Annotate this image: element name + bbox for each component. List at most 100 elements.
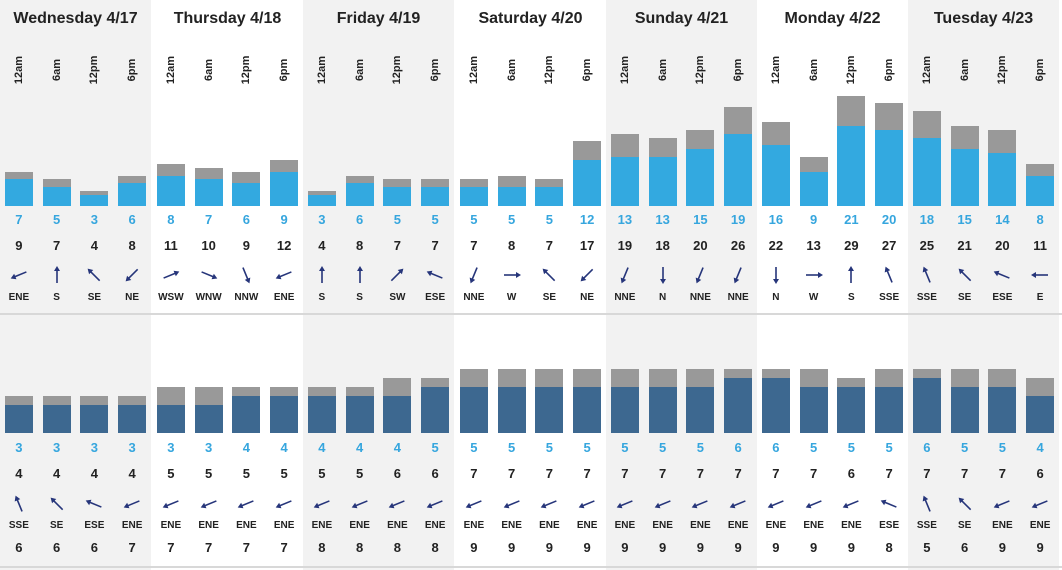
swell-period-value: 6 (15, 540, 23, 555)
wind-direction-label: SE (87, 292, 102, 303)
wind-gust-value: 9 (15, 238, 23, 253)
swell-period-value: 9 (696, 540, 704, 555)
swell-height-bar (875, 387, 904, 433)
swell-period-value: 7 (280, 540, 288, 555)
wind-arrow-icon (922, 266, 931, 283)
swell-arrow-icon (200, 500, 217, 509)
hour-label: 6am (47, 48, 67, 92)
swell-direction-label: ENE (273, 520, 295, 531)
wind-speed-bar (535, 187, 564, 206)
wind-direction-label: SE (957, 292, 972, 303)
wind-speed-bar (1026, 175, 1055, 206)
swell-period-value: 9 (998, 540, 1006, 555)
wind-arrow-icon (200, 271, 217, 280)
swell-direction-label: ENE (349, 520, 370, 531)
swell-max-value: 7 (659, 466, 667, 481)
wind-arrow-icon (659, 267, 666, 284)
wind-speed-value: 5 (545, 212, 553, 227)
wind-direction-label: WNW (195, 292, 222, 303)
hour-label-text: 12pm (845, 55, 858, 85)
wind-arrow-icon (163, 270, 180, 279)
wind-speed-bar (610, 156, 639, 206)
swell-arrow-icon (162, 500, 179, 509)
swell-direction-label: SE (957, 520, 972, 531)
wind-gust-value: 22 (768, 238, 784, 253)
swell-height-bar (724, 377, 753, 433)
swell-max-value: 7 (998, 466, 1006, 481)
swell-height-value: 5 (583, 440, 591, 455)
wind-speed-value: 21 (844, 212, 859, 227)
swell-arrow-icon (313, 500, 330, 509)
hour-label: 12am (312, 48, 332, 92)
hour-label: 6pm (879, 48, 899, 92)
wind-speed-value: 8 (167, 212, 175, 227)
swell-period-value: 8 (356, 540, 364, 555)
hour-label: 12am (9, 48, 29, 92)
swell-height-value: 3 (128, 440, 136, 455)
swell-period-value: 6 (90, 540, 98, 555)
swell-max-value: 7 (470, 466, 478, 481)
swell-direction-label: ENE (160, 520, 182, 531)
hour-label: 12pm (84, 48, 104, 92)
day-title: Friday 4/19 (336, 10, 421, 27)
swell-height-value: 5 (847, 440, 855, 455)
swell-height-value: 5 (696, 440, 704, 455)
section-divider (0, 313, 1062, 315)
swell-height-value: 4 (393, 440, 401, 455)
swell-arrow-icon (729, 500, 746, 509)
swell-direction-label: ENE (311, 520, 333, 531)
swell-direction-label: ENE (1029, 520, 1051, 531)
hour-label: 12pm (539, 48, 559, 92)
swell-max-value: 4 (128, 466, 136, 481)
wind-gust-value: 17 (579, 238, 595, 253)
wind-arrow-icon (318, 266, 325, 283)
swell-height-value: 5 (961, 440, 969, 455)
swell-max-value: 5 (242, 466, 250, 481)
wind-arrow-icon (503, 272, 521, 278)
hour-label: 6am (955, 48, 975, 92)
hour-label: 6am (502, 48, 522, 92)
wind-direction-label: SSE (916, 292, 937, 303)
swell-max-value: 5 (167, 466, 175, 481)
swell-height-bar (156, 405, 185, 433)
swell-arrow-icon (389, 500, 406, 509)
wind-arrow-icon (848, 266, 855, 283)
swell-period-value: 7 (205, 540, 213, 555)
hour-label-text: 6pm (429, 58, 442, 82)
swell-height-value: 5 (659, 440, 667, 455)
wind-speed-value: 6 (128, 212, 136, 227)
wind-direction-label: ENE (273, 292, 295, 303)
swell-arrow-icon (578, 500, 595, 509)
day-column: Saturday 4/20 (455, 0, 606, 570)
wind-gust-value: 11 (1033, 238, 1047, 253)
wind-arrow-icon (958, 268, 971, 282)
swell-period-value: 7 (242, 540, 250, 555)
swell-height-value: 5 (431, 440, 439, 455)
swell-direction-label: ENE (690, 520, 711, 531)
wind-speed-bar (497, 187, 526, 206)
swell-max-value: 6 (847, 466, 855, 481)
swell-max-value: 5 (280, 466, 288, 481)
swell-height-value: 4 (280, 440, 288, 455)
hour-label-text: 6am (958, 58, 971, 82)
wind-speed-bar (988, 152, 1017, 206)
wind-speed-value: 9 (810, 212, 818, 227)
hour-label-text: 12pm (88, 55, 101, 85)
wind-arrow-icon (733, 267, 742, 284)
wind-gust-value: 7 (53, 238, 61, 253)
wind-speed-value: 15 (957, 212, 972, 227)
swell-arrow-icon (843, 500, 860, 509)
swell-arrow-icon (616, 500, 633, 509)
wind-speed-value: 8 (1036, 212, 1044, 227)
wind-gust-value: 7 (393, 238, 401, 253)
wind-direction-label: S (356, 292, 363, 303)
day-column: Wednesday 4/17 (0, 0, 151, 570)
day-column: Thursday 4/18 (152, 0, 303, 570)
wind-speed-bar (459, 187, 488, 206)
day-title: Saturday 4/20 (478, 10, 583, 27)
swell-period-value: 9 (470, 540, 478, 555)
swell-period-value: 8 (885, 540, 893, 555)
wind-arrow-icon (426, 270, 443, 279)
swell-direction-label: ENE (614, 520, 636, 531)
swell-max-value: 7 (885, 466, 893, 481)
